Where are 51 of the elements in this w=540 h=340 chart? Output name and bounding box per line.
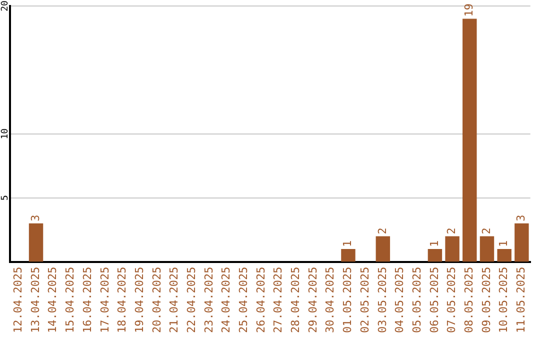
x-tick-label: 08.05.2025 [462,266,476,334]
y-tick-label: 20 [0,0,10,12]
data-label: 2 [480,228,493,234]
x-tick-label: 07.05.2025 [445,266,458,334]
bar [428,248,442,262]
x-tick-label: 12.04.2025 [12,266,25,334]
data-label: 2 [376,228,389,234]
data-label: 1 [428,240,441,247]
x-tick-label: 25.04.2025 [237,266,250,334]
x-tick-label: 30.04.2025 [324,266,337,334]
x-tick-label: 06.05.2025 [428,266,441,334]
data-label: 1 [341,240,354,247]
y-tick-label: 10 [0,128,10,140]
bar [514,223,529,262]
bar [480,236,494,262]
x-tick-label: 02.05.2025 [358,266,372,334]
x-tick-label: 15.04.2025 [64,266,77,334]
x-tick-label: 23.04.2025 [202,266,216,334]
x-tick-label: 20.04.2025 [150,266,164,334]
x-tick-label: 24.04.2025 [220,266,233,334]
data-label: 2 [445,228,458,234]
x-tick-label: 10.05.2025 [497,266,510,334]
y-tick-label: 5 [0,195,10,201]
bar [341,248,356,262]
x-tick-label: 09.05.2025 [480,266,493,334]
x-tick-label: 04.05.2025 [393,266,406,334]
bar [445,236,460,262]
x-tick-label: 11.05.2025 [514,266,528,334]
x-tick-label: 21.04.2025 [168,266,181,334]
x-tick-label: 03.05.2025 [376,266,389,334]
x-tick-label: 16.04.2025 [80,266,94,334]
bar [376,236,390,262]
bar [497,248,512,262]
x-tick-label: 26.04.2025 [254,266,268,334]
data-label: 19 [462,4,476,17]
data-label: 1 [497,240,510,247]
x-tick-label: 28.04.2025 [289,266,302,334]
x-tick-label: 05.05.2025 [410,266,424,334]
x-tick-label: 18.04.2025 [116,266,129,334]
x-tick-label: 22.04.2025 [184,266,198,334]
bar [28,223,44,262]
x-tick-label: 27.04.2025 [272,266,285,334]
x-tick-label: 14.04.2025 [46,266,60,334]
x-tick-label: 17.04.2025 [98,266,112,334]
x-tick-label: 01.05.2025 [341,266,354,334]
x-tick-label: 29.04.2025 [306,266,320,334]
x-tick-label: 19.04.2025 [132,266,146,334]
x-tick-label: 13.04.2025 [28,266,42,334]
data-label: 3 [28,214,42,222]
bar [462,18,477,262]
data-label: 3 [514,214,528,222]
